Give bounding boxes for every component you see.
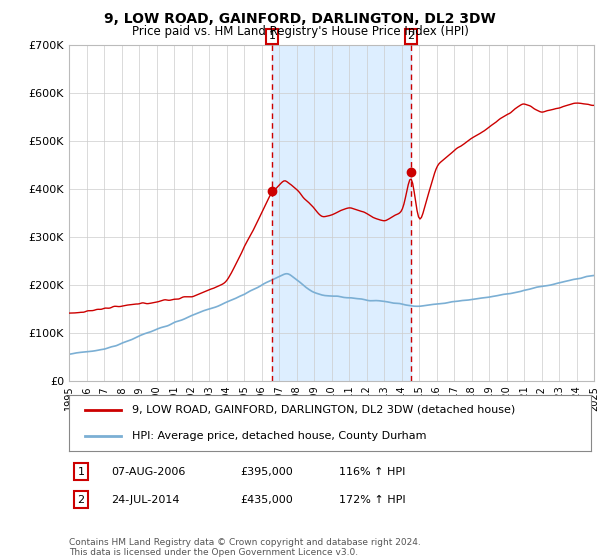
Text: £435,000: £435,000 <box>240 494 293 505</box>
Text: £395,000: £395,000 <box>240 466 293 477</box>
Text: Contains HM Land Registry data © Crown copyright and database right 2024.
This d: Contains HM Land Registry data © Crown c… <box>69 538 421 557</box>
Text: 172% ↑ HPI: 172% ↑ HPI <box>339 494 406 505</box>
Text: 9, LOW ROAD, GAINFORD, DARLINGTON, DL2 3DW: 9, LOW ROAD, GAINFORD, DARLINGTON, DL2 3… <box>104 12 496 26</box>
Text: 2: 2 <box>77 494 85 505</box>
Text: 24-JUL-2014: 24-JUL-2014 <box>111 494 179 505</box>
Bar <box>272 45 411 381</box>
Text: 07-AUG-2006: 07-AUG-2006 <box>111 466 185 477</box>
Text: 1: 1 <box>77 466 85 477</box>
Text: Price paid vs. HM Land Registry's House Price Index (HPI): Price paid vs. HM Land Registry's House … <box>131 25 469 38</box>
Text: 116% ↑ HPI: 116% ↑ HPI <box>339 466 406 477</box>
Text: 2: 2 <box>407 31 415 41</box>
Text: HPI: Average price, detached house, County Durham: HPI: Average price, detached house, Coun… <box>131 431 426 441</box>
Text: 1: 1 <box>269 31 275 41</box>
Text: 9, LOW ROAD, GAINFORD, DARLINGTON, DL2 3DW (detached house): 9, LOW ROAD, GAINFORD, DARLINGTON, DL2 3… <box>131 405 515 415</box>
